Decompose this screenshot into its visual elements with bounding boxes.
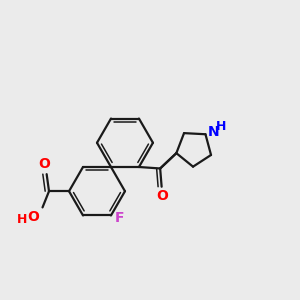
Text: N: N	[208, 125, 220, 139]
Text: O: O	[38, 157, 50, 171]
Text: O: O	[157, 189, 169, 203]
Text: H: H	[216, 120, 226, 134]
Text: O: O	[27, 210, 39, 224]
Text: F: F	[115, 211, 124, 225]
Text: H: H	[17, 213, 27, 226]
